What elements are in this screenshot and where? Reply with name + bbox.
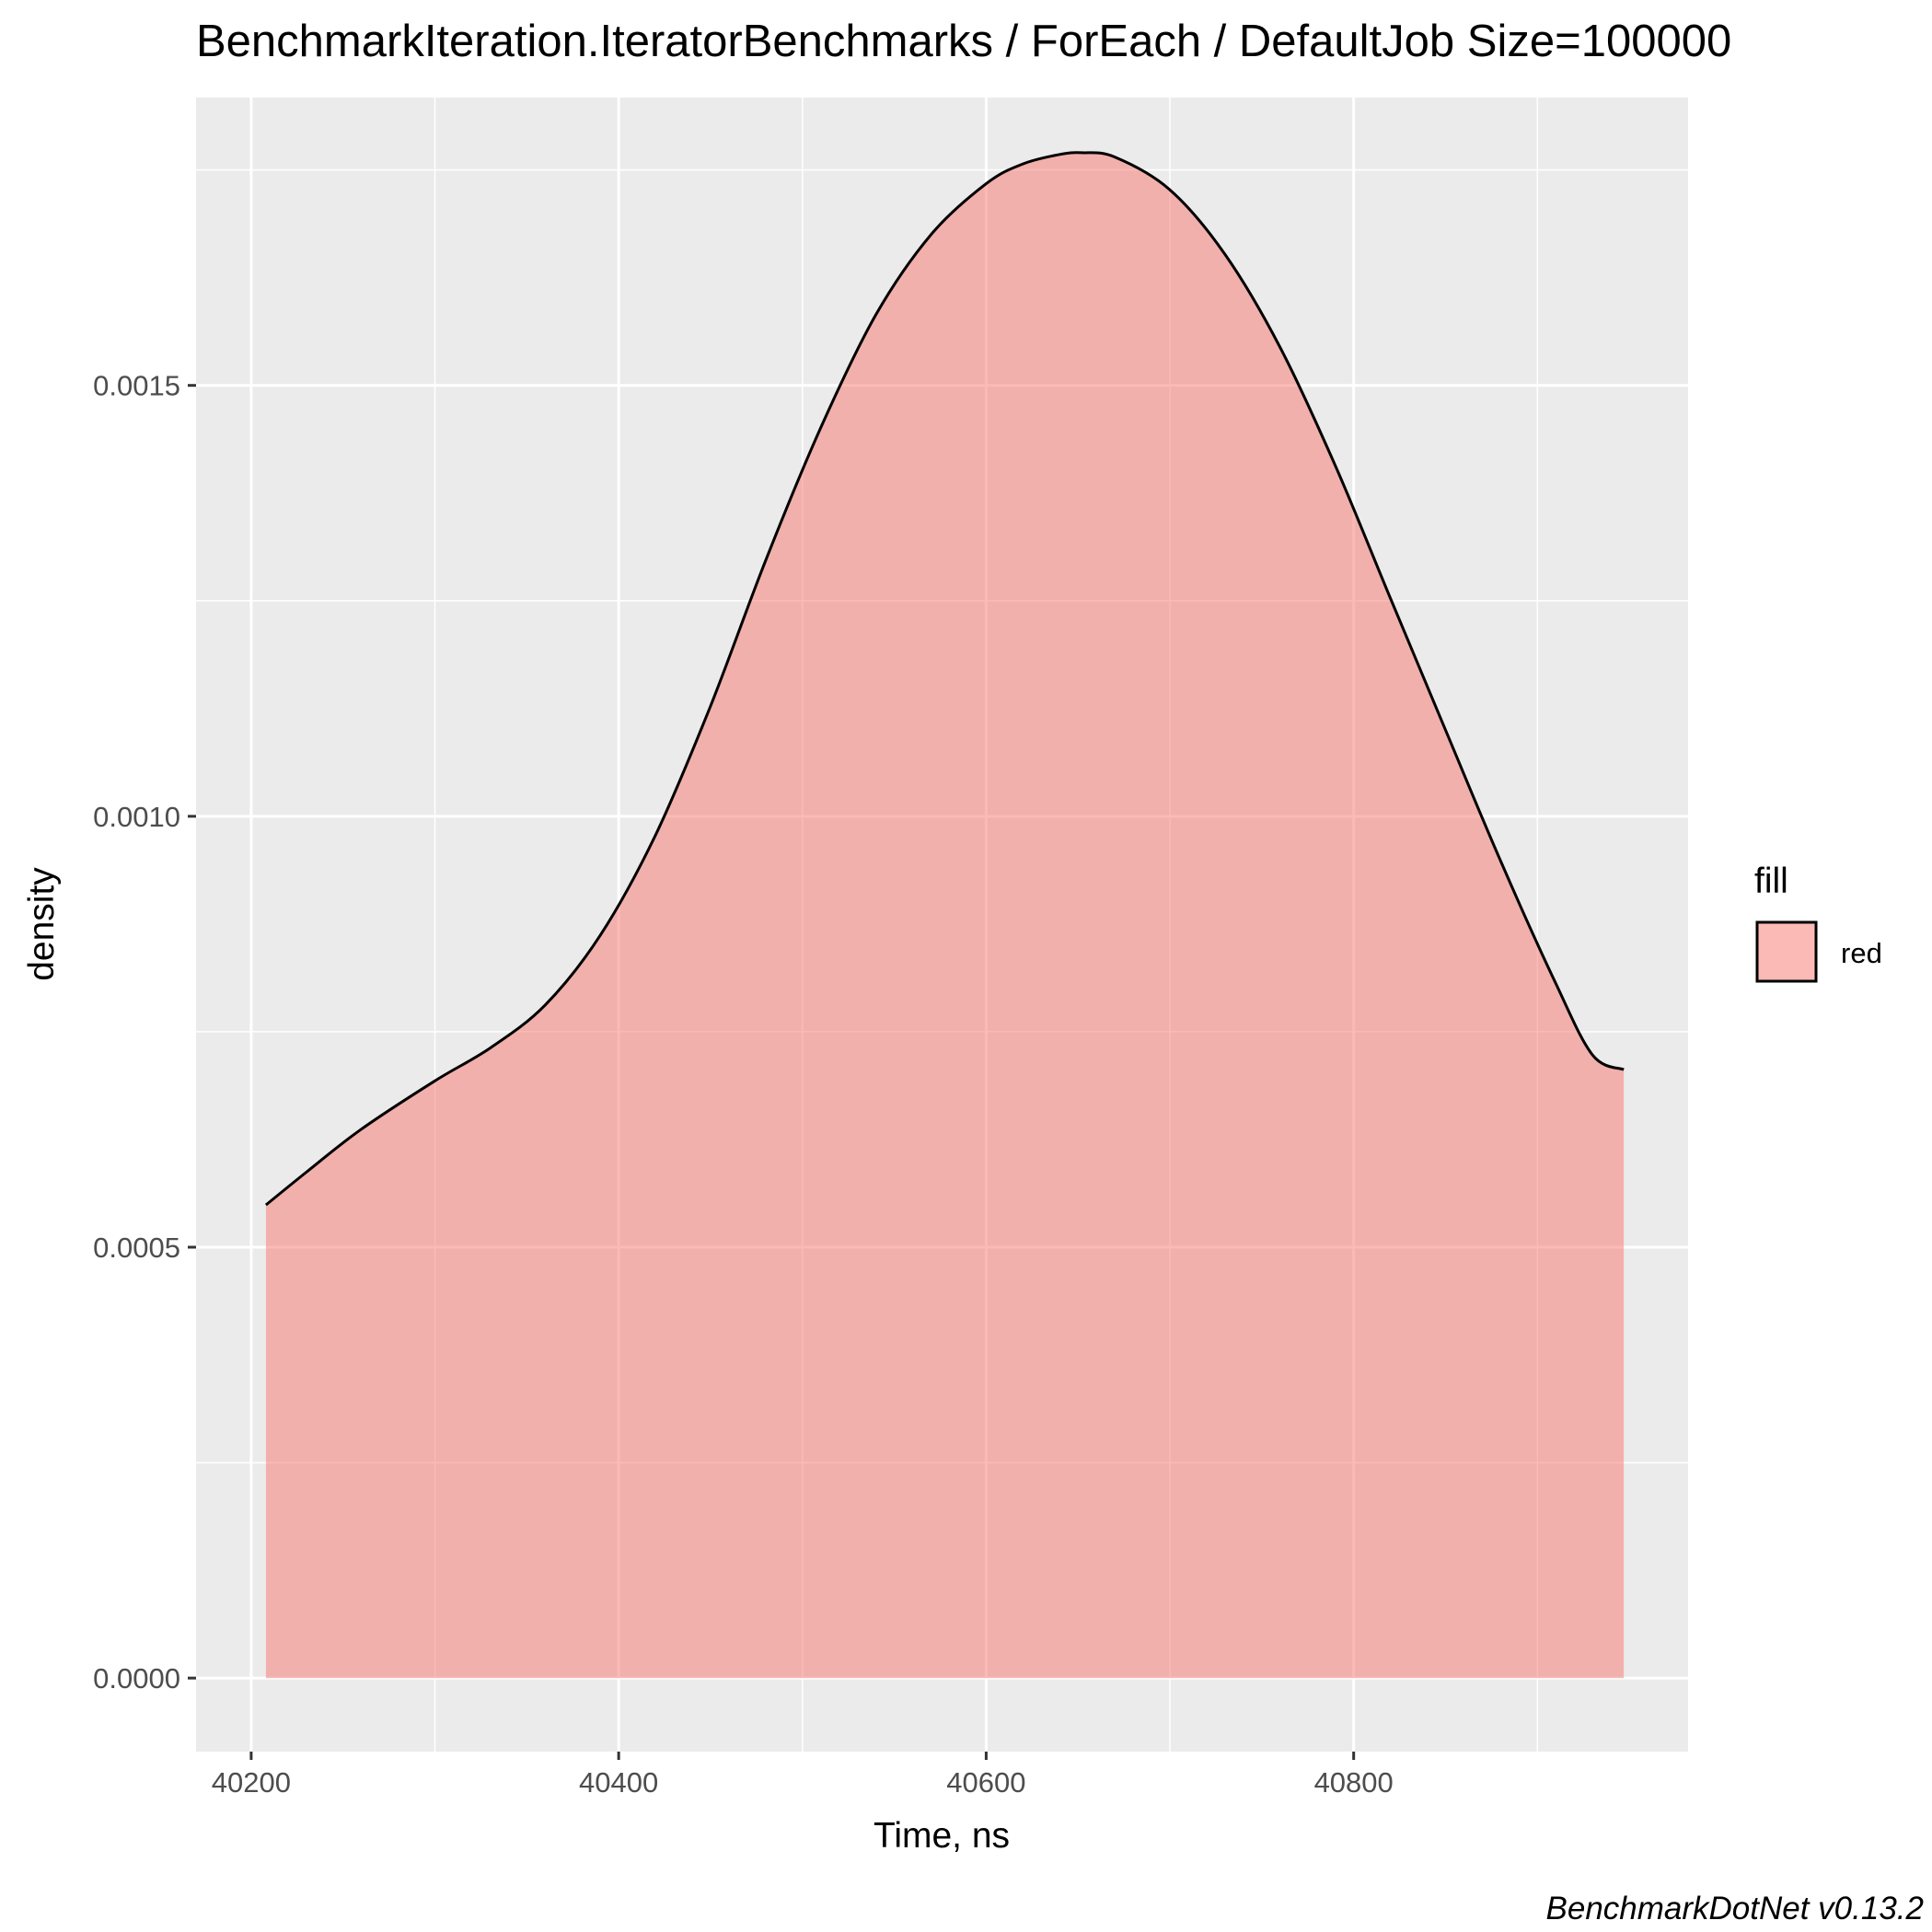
legend-label: red	[1841, 937, 1882, 969]
y-tick-label: 0.0000	[93, 1662, 180, 1695]
y-tick-label: 0.0015	[93, 370, 180, 402]
x-axis-label: Time, ns	[873, 1816, 1010, 1856]
x-axis-ticks: 40200 40400 40600 40800	[212, 1752, 1394, 1799]
x-tick-label: 40200	[212, 1766, 291, 1799]
density-area	[265, 152, 1625, 1679]
chart-title: BenchmarkIteration.IteratorBenchmarks / …	[196, 17, 1731, 66]
y-tick-label: 0.0005	[93, 1232, 180, 1264]
y-tick-label: 0.0010	[93, 801, 180, 833]
legend-title: fill	[1754, 862, 1788, 901]
density-line	[264, 151, 1625, 1207]
legend: fill red	[1754, 862, 1882, 983]
y-axis-ticks: 0.0000 0.0005 0.0010 0.0015	[93, 370, 196, 1695]
chart-caption: BenchmarkDotNet v0.13.2	[1546, 1891, 1924, 1926]
x-tick-label: 40800	[1314, 1766, 1394, 1799]
legend-key-swatch	[1755, 920, 1818, 983]
x-tick-label: 40600	[946, 1766, 1025, 1799]
y-axis-label: density	[22, 867, 62, 981]
x-tick-label: 40400	[579, 1766, 658, 1799]
